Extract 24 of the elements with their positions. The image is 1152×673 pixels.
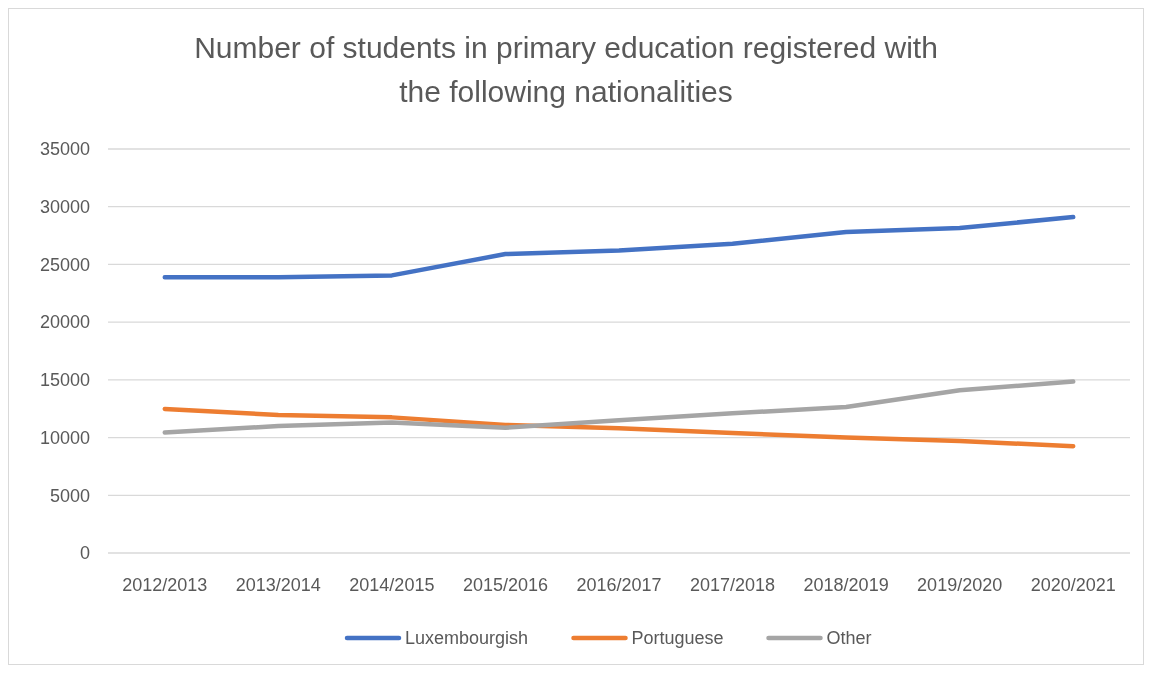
y-tick-label: 0 xyxy=(79,543,90,564)
line-series xyxy=(162,214,1076,280)
x-tick-label: 2016/2017 xyxy=(576,575,662,595)
line-series xyxy=(162,406,1076,449)
legend-label: Other xyxy=(826,628,872,649)
legend-label: Portuguese xyxy=(631,628,724,649)
line-series xyxy=(162,379,1076,435)
y-tick-label: 10000 xyxy=(39,427,90,448)
y-tick-label: 20000 xyxy=(39,312,90,333)
y-tick-label: 30000 xyxy=(39,197,90,218)
legend-label: Luxembourgish xyxy=(405,628,529,649)
x-tick-label: 2013/2014 xyxy=(235,575,321,595)
y-tick-label: 35000 xyxy=(39,139,90,160)
y-tick-label: 25000 xyxy=(39,254,90,275)
x-tick-label: 2019/2020 xyxy=(917,575,1003,595)
y-tick-label: 5000 xyxy=(49,485,90,506)
chart-title: Number of students in primary education registered with the following nationalities xyxy=(194,31,938,108)
x-tick-label: 2015/2016 xyxy=(462,575,548,595)
x-tick-label: 2012/2013 xyxy=(122,575,208,595)
y-tick-label: 15000 xyxy=(39,370,90,391)
x-tick-label: 2017/2018 xyxy=(690,575,776,595)
x-tick-label: 2018/2019 xyxy=(803,575,889,595)
x-tick-label: 2014/2015 xyxy=(349,575,435,595)
x-tick-label: 2020/2021 xyxy=(1030,575,1116,595)
